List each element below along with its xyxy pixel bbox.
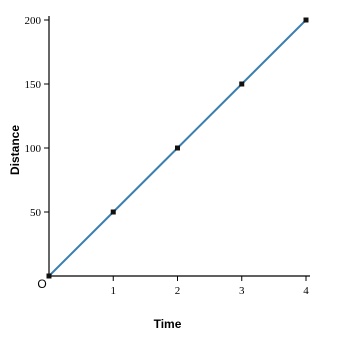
x-tick-label: 2	[175, 285, 181, 297]
y-ticks: 50 100 150 200	[25, 15, 49, 219]
y-tick-label: 50	[30, 207, 42, 219]
x-tick-label: 4	[303, 285, 309, 297]
axes	[48, 16, 310, 277]
series-layer	[46, 17, 309, 279]
y-tick-label: 150	[25, 79, 42, 91]
x-ticks: 1 2 3 4	[111, 276, 309, 297]
x-tick-label: 3	[239, 285, 245, 297]
y-axis-title: Distance	[8, 125, 22, 175]
y-tick-label: 200	[25, 15, 42, 27]
data-point-marker	[175, 145, 180, 151]
data-point-marker	[110, 209, 116, 215]
x-axis-title: Time	[154, 317, 182, 331]
data-point-marker	[303, 17, 309, 23]
y-tick-label: 100	[25, 143, 42, 155]
data-point-marker	[46, 273, 52, 279]
x-tick-label: 1	[111, 285, 117, 297]
data-point-marker	[239, 81, 245, 87]
origin-label: O	[37, 277, 46, 291]
